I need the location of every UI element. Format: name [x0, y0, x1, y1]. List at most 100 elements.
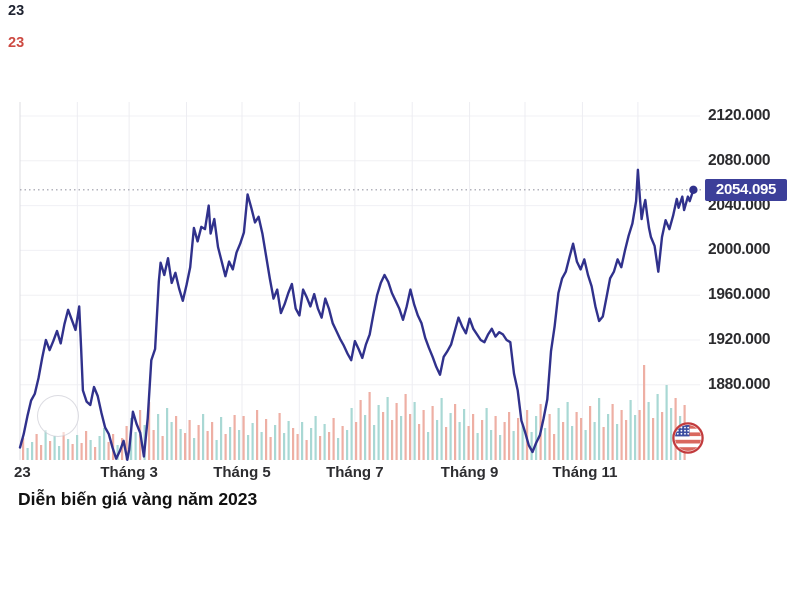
volume-bar	[616, 424, 619, 460]
volume-bar	[193, 438, 196, 460]
volume-bar	[575, 412, 578, 460]
volume-bar	[427, 432, 430, 460]
volume-bar	[251, 423, 254, 460]
y-axis-tick-label: 1920.000	[708, 331, 771, 348]
volume-bar	[377, 405, 380, 460]
volume-bar	[652, 418, 655, 460]
volume-bar	[562, 422, 565, 460]
volume-bar	[319, 436, 322, 460]
volume-bar	[431, 406, 434, 460]
volume-bar	[638, 410, 641, 460]
volume-bar	[665, 385, 668, 460]
volume-bar	[71, 444, 74, 460]
volume-bar	[35, 434, 38, 460]
volume-bar	[593, 422, 596, 460]
volume-bar	[436, 420, 439, 460]
volume-bar	[332, 418, 335, 460]
volume-bar	[508, 412, 511, 460]
volume-bar	[566, 402, 569, 460]
watermark-circle	[37, 395, 79, 437]
volume-bar	[535, 416, 538, 460]
volume-bar	[206, 431, 209, 460]
volume-bar	[157, 414, 160, 460]
price-line	[18, 168, 695, 461]
volume-bar	[386, 397, 389, 460]
volume-bar	[422, 410, 425, 460]
volume-bar	[670, 408, 673, 460]
volume-bar	[463, 409, 466, 460]
volume-bar	[125, 426, 128, 460]
volume-bar	[94, 447, 97, 460]
y-axis-tick-label: 2040.000	[708, 196, 771, 214]
volume-bar	[584, 430, 587, 460]
volume-bar	[521, 424, 524, 460]
x-axis-tick-label: 23	[14, 464, 31, 481]
volume-bar	[553, 434, 556, 460]
volume-bar	[67, 439, 70, 460]
volume-bar	[571, 426, 574, 460]
volume-bar	[341, 426, 344, 460]
volume-bar	[494, 416, 497, 460]
top-left-year-label-red: 23	[8, 35, 25, 51]
volume-bar	[121, 438, 124, 460]
volume-bar	[62, 432, 65, 460]
volume-bar	[503, 422, 506, 460]
volume-bar	[247, 435, 250, 460]
volume-bar	[296, 434, 299, 460]
volume-bar	[175, 416, 178, 460]
volume-bar	[40, 445, 43, 460]
volume-bar	[337, 438, 340, 460]
volume-bar	[161, 436, 164, 460]
volume-bar	[229, 427, 232, 460]
volume-bar	[283, 433, 286, 460]
y-axis-tick-label: 2000.000	[708, 241, 771, 259]
volume-bar	[233, 415, 236, 460]
volume-bar	[607, 414, 610, 460]
x-axis-tick-label: Tháng 11	[552, 464, 618, 481]
x-axis-tick-label: Tháng 3	[100, 464, 158, 481]
volume-bar	[499, 435, 502, 460]
volume-bar	[310, 428, 313, 460]
last-price-dot	[689, 185, 698, 195]
volume-bar	[44, 430, 47, 460]
volume-bar	[134, 432, 137, 460]
volume-bar	[418, 424, 421, 460]
volume-bar	[197, 425, 200, 460]
volume-bar	[53, 436, 56, 460]
last-price-badge: 2054.095	[705, 178, 787, 201]
volume-bar	[454, 404, 457, 460]
x-axis-tick-label: Tháng 5	[213, 464, 271, 481]
volume-bar	[661, 412, 664, 460]
volume-bar	[220, 417, 223, 460]
volume-bar	[31, 442, 34, 460]
volume-bar	[449, 413, 452, 460]
volume-bar	[647, 402, 650, 460]
volume-bar	[611, 404, 614, 460]
volume-bar	[458, 422, 461, 460]
volume-bar	[391, 420, 394, 460]
volume-bar	[598, 398, 601, 460]
volume-bar	[476, 433, 479, 460]
volume-bar	[287, 421, 290, 460]
volume-bar	[517, 418, 520, 460]
volume-bar	[107, 442, 110, 460]
volume-bar	[269, 437, 272, 460]
volume-bar	[215, 440, 218, 460]
volume-bar	[179, 429, 182, 460]
volume-bar	[301, 422, 304, 460]
volume-bar	[395, 403, 398, 460]
volume-bar	[292, 428, 295, 460]
volume-bar	[274, 425, 277, 460]
volume-bar	[152, 430, 155, 460]
volume-bar	[364, 415, 367, 460]
volume-bar	[76, 435, 79, 460]
volume-bar	[89, 440, 92, 460]
volume-bar	[242, 416, 245, 460]
volume-bar	[323, 424, 326, 460]
volume-bar	[359, 400, 362, 460]
volume-bar	[544, 428, 547, 460]
volume-bar	[328, 432, 331, 460]
volume-bar	[116, 445, 119, 460]
